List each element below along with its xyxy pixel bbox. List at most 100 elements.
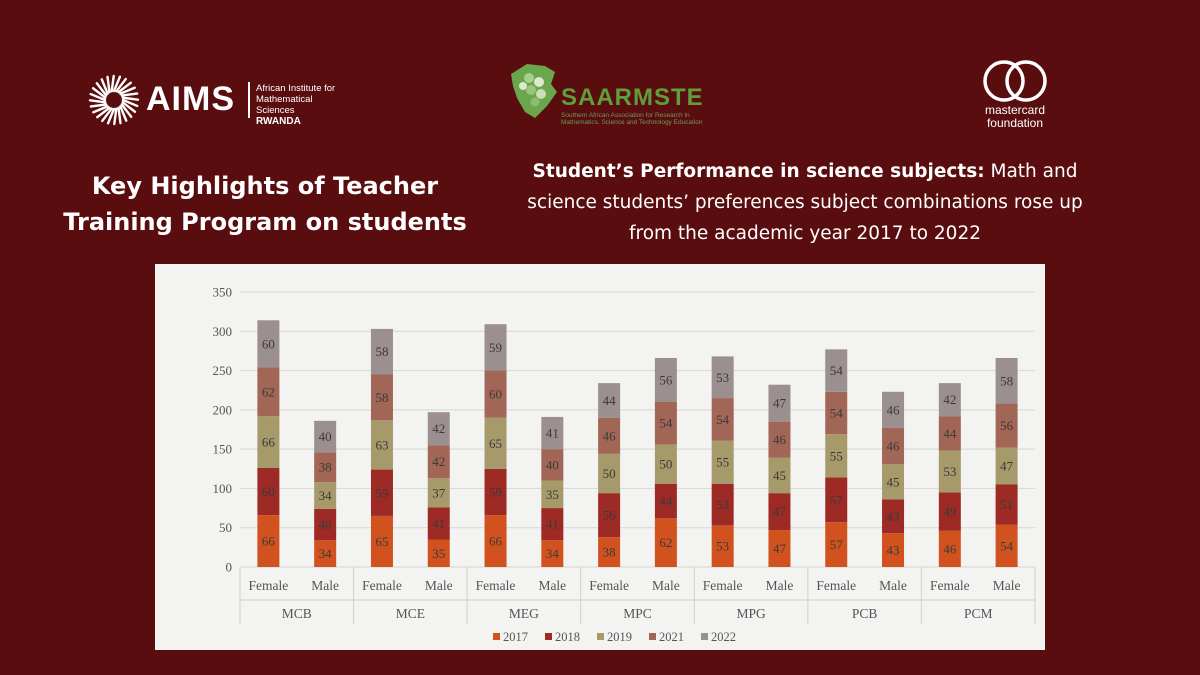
bar-segment — [541, 416, 564, 450]
data-label: 65 — [375, 534, 388, 549]
data-label: 54 — [830, 406, 844, 421]
data-label: 53 — [943, 464, 956, 479]
aims-divider — [248, 82, 250, 118]
x-subcategory-label: Female — [249, 578, 289, 593]
data-label: 51 — [1000, 497, 1013, 512]
data-label: 47 — [773, 396, 787, 411]
data-label: 44 — [943, 426, 957, 441]
data-label: 40 — [319, 429, 332, 444]
performance-heading-bold: Student’s Performance in science subject… — [532, 161, 985, 182]
data-label: 62 — [262, 384, 275, 399]
y-tick-label: 150 — [213, 442, 233, 457]
data-label: 58 — [375, 390, 388, 405]
legend-label: 2017 — [503, 630, 528, 644]
bar-segment — [882, 464, 905, 500]
bar-segment — [711, 398, 734, 441]
x-group-label: MCE — [396, 606, 425, 621]
data-label: 35 — [432, 546, 445, 561]
data-label: 65 — [489, 436, 502, 451]
bar-segment — [711, 356, 734, 399]
data-label: 60 — [262, 336, 275, 351]
data-label: 42 — [432, 454, 445, 469]
x-subcategory-label: Male — [538, 578, 566, 593]
data-label: 55 — [716, 455, 729, 470]
mastercard-wordmark: mastercard foundation — [975, 104, 1055, 130]
data-label: 54 — [830, 363, 844, 378]
saarmste-wordmark: SAARMSTE — [561, 84, 704, 111]
data-label: 42 — [432, 421, 445, 436]
data-label: 60 — [489, 387, 502, 402]
bar-segment — [541, 480, 564, 509]
bar-segment — [654, 483, 677, 519]
bar-segment — [370, 515, 393, 567]
bar-segment — [711, 525, 734, 567]
data-label: 53 — [716, 539, 729, 554]
data-label: 38 — [319, 460, 332, 475]
x-subcategory-label: Female — [816, 578, 856, 593]
bar-segment — [825, 349, 848, 392]
data-label: 47 — [1000, 459, 1014, 474]
data-label: 59 — [489, 484, 502, 499]
bar-segment — [768, 421, 791, 458]
data-label: 54 — [1000, 538, 1014, 553]
bar-segment — [257, 367, 280, 417]
y-tick-label: 300 — [213, 324, 233, 339]
bar-segment — [598, 537, 621, 567]
bar-segment — [370, 420, 393, 470]
x-subcategory-label: Male — [652, 578, 680, 593]
data-label: 42 — [943, 392, 956, 407]
data-label: 43 — [887, 543, 900, 558]
data-label: 41 — [546, 426, 559, 441]
bar-segment — [370, 374, 393, 421]
aims-logo: AIMS African Institute for Mathematical … — [88, 74, 348, 130]
bar-segment — [314, 482, 337, 509]
data-label: 37 — [432, 485, 446, 500]
bar-segment — [654, 444, 677, 484]
aims-subtitle-line2: Mathematical Sciences — [256, 94, 313, 116]
bar-segment — [995, 524, 1018, 567]
bar-segment — [257, 416, 280, 468]
y-tick-label: 100 — [213, 481, 233, 496]
bar-segment — [427, 445, 450, 479]
data-label: 41 — [546, 517, 559, 532]
bar-segment — [484, 417, 507, 469]
data-label: 40 — [546, 457, 559, 472]
bar-segment — [882, 533, 905, 567]
bar-segment — [427, 412, 450, 446]
bar-segment — [484, 370, 507, 418]
y-tick-label: 50 — [219, 520, 232, 535]
data-label: 47 — [773, 541, 787, 556]
bar-segment — [257, 320, 280, 368]
data-label: 59 — [489, 340, 502, 355]
data-label: 56 — [1000, 418, 1014, 433]
x-subcategory-label: Female — [362, 578, 402, 593]
data-label: 46 — [603, 428, 617, 443]
data-label: 59 — [375, 485, 388, 500]
x-subcategory-label: Female — [930, 578, 970, 593]
data-label: 55 — [830, 448, 843, 463]
mastercard-line2: foundation — [986, 116, 1044, 130]
mastercard-foundation-logo: mastercard foundation — [975, 60, 1055, 135]
data-label: 58 — [1000, 373, 1013, 388]
data-label: 50 — [659, 457, 672, 472]
africa-map-icon — [511, 64, 557, 118]
data-label: 66 — [262, 435, 276, 450]
x-group-label: PCB — [852, 606, 878, 621]
bar-segment — [825, 477, 848, 523]
x-subcategory-label: Female — [589, 578, 629, 593]
x-subcategory-label: Male — [425, 578, 453, 593]
aims-subtitle-line3: RWANDA — [256, 116, 301, 127]
legend-label: 2021 — [659, 630, 684, 644]
y-tick-label: 250 — [213, 363, 233, 378]
data-label: 47 — [773, 504, 787, 519]
y-tick-label: 350 — [213, 285, 233, 300]
bar-segment — [484, 468, 507, 516]
data-label: 62 — [659, 535, 672, 550]
bar-segment — [711, 440, 734, 484]
bar-segment — [598, 383, 621, 418]
data-label: 34 — [319, 546, 333, 561]
data-label: 46 — [887, 402, 901, 417]
bar-segment — [938, 530, 961, 567]
data-label: 44 — [603, 393, 617, 408]
bar-segment — [541, 540, 564, 567]
